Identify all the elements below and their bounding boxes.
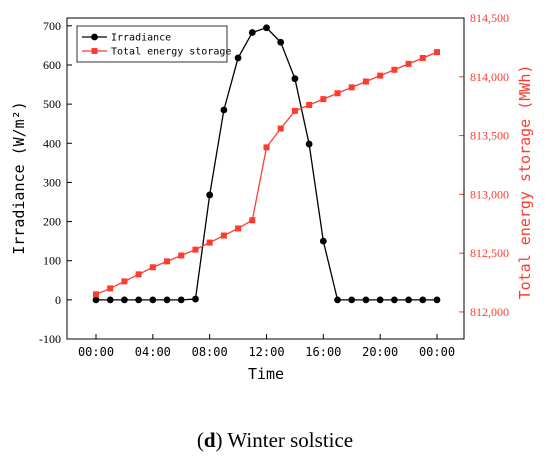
right-axis-tick-label: 812,000 — [470, 305, 509, 319]
legend: Irradiance Total energy storage — [76, 25, 231, 63]
axis-tick-marks — [67, 17, 464, 340]
left-axis-tick-labels: -100 0 100 200 300 400 500 600 700 — [39, 19, 61, 346]
y-right-axis-label: Total energy storage (MWh) — [516, 65, 534, 300]
legend-marker-irradiance — [91, 33, 98, 41]
data-point-energy-storage — [235, 225, 242, 232]
data-point-energy-storage — [334, 90, 341, 97]
data-point-energy-storage — [206, 239, 213, 246]
data-point-irradiance — [433, 296, 441, 304]
data-point-energy-storage — [249, 217, 256, 224]
left-axis-tick-label: 700 — [43, 19, 61, 33]
left-axis-tick-label: 500 — [43, 97, 61, 111]
left-axis-tick-label: 600 — [43, 58, 61, 72]
data-point-energy-storage — [107, 285, 114, 292]
series-line-irradiance — [96, 27, 437, 301]
data-point-energy-storage — [291, 107, 298, 114]
data-point-irradiance — [390, 296, 398, 304]
data-point-energy-storage — [277, 125, 284, 132]
x-axis-label: Time — [248, 365, 284, 383]
caption-text: Winter solstice — [227, 428, 354, 452]
data-point-energy-storage — [419, 54, 426, 61]
left-axis-tick-label: -100 — [39, 332, 61, 346]
left-axis-tick-label: 200 — [43, 215, 61, 229]
y-left-axis-label: Irradiance (W/m²) — [10, 101, 28, 255]
data-point-energy-storage — [320, 96, 327, 103]
legend-label-irradiance: Irradiance — [111, 33, 171, 44]
data-point-energy-storage — [121, 278, 128, 285]
caption-letter: d — [203, 428, 216, 452]
data-point-energy-storage — [220, 232, 227, 239]
data-point-irradiance — [263, 24, 270, 32]
right-axis-tick-label: 814,500 — [470, 11, 509, 25]
data-point-energy-storage — [164, 258, 171, 265]
legend-label-energy-storage: Total energy storage — [111, 47, 231, 58]
data-point-energy-storage — [149, 264, 156, 271]
data-point-energy-storage — [377, 72, 384, 79]
x-axis-tick-labels: 00:00 04:00 08:00 12:00 16:00 20:00 00:00 — [78, 345, 455, 359]
figure-caption: (d) Winter solstice — [196, 428, 354, 452]
data-point-energy-storage — [192, 246, 199, 253]
data-point-irradiance — [192, 295, 199, 303]
plot-area-frame — [66, 17, 465, 340]
x-axis-tick-label: 08:00 — [192, 345, 228, 359]
data-point-energy-storage — [93, 291, 99, 298]
data-point-irradiance — [376, 296, 384, 304]
x-axis-tick-label: 00:00 — [419, 345, 455, 359]
right-axis-tick-label: 814,000 — [470, 70, 509, 84]
data-point-energy-storage — [405, 60, 412, 67]
data-point-irradiance — [419, 296, 427, 304]
data-point-irradiance — [206, 191, 214, 199]
data-point-irradiance — [405, 296, 412, 304]
data-point-energy-storage — [135, 271, 142, 278]
data-point-energy-storage — [391, 66, 398, 73]
data-point-irradiance — [248, 29, 256, 36]
right-axis-tick-label: 813,000 — [470, 187, 509, 201]
series-layer — [92, 24, 441, 304]
data-point-irradiance — [291, 75, 299, 83]
right-axis-tick-label: 813,500 — [470, 129, 509, 143]
x-axis-tick-label: 20:00 — [362, 345, 398, 359]
data-point-energy-storage — [306, 102, 313, 109]
data-point-irradiance — [106, 296, 114, 304]
data-point-irradiance — [305, 140, 313, 148]
data-point-energy-storage — [362, 78, 369, 85]
x-axis-tick-label: 04:00 — [135, 345, 171, 359]
right-axis-tick-labels: 812,000 812,500 813,000 813,500 814,000 814,5… — [470, 11, 509, 319]
data-point-irradiance — [135, 296, 143, 304]
data-point-irradiance — [177, 296, 185, 304]
left-axis-tick-label: 400 — [43, 136, 61, 150]
legend-marker-energy-storage — [91, 48, 98, 54]
x-axis-tick-label: 12:00 — [248, 345, 284, 359]
data-point-energy-storage — [263, 144, 270, 151]
data-point-irradiance — [92, 296, 100, 304]
data-point-irradiance — [277, 38, 285, 46]
data-point-irradiance — [234, 54, 242, 62]
data-point-irradiance — [348, 296, 356, 304]
data-point-irradiance — [163, 296, 171, 304]
left-axis-tick-label: 100 — [43, 254, 61, 268]
data-point-irradiance — [319, 237, 327, 245]
x-axis-tick-label: 16:00 — [305, 345, 341, 359]
data-point-energy-storage — [178, 252, 185, 259]
legend-box — [76, 25, 228, 63]
data-point-irradiance — [220, 106, 228, 114]
data-point-energy-storage — [348, 84, 355, 91]
data-point-irradiance — [362, 296, 370, 304]
data-point-energy-storage — [434, 49, 440, 56]
left-axis-tick-label: 300 — [43, 175, 61, 189]
x-axis-tick-label: 00:00 — [78, 345, 114, 359]
left-axis-tick-label: 0 — [55, 293, 61, 307]
data-point-irradiance — [334, 296, 341, 304]
right-axis-tick-label: 812,500 — [470, 246, 509, 260]
data-point-irradiance — [121, 296, 128, 304]
series-line-energy-storage — [95, 51, 438, 295]
data-point-irradiance — [149, 296, 157, 304]
